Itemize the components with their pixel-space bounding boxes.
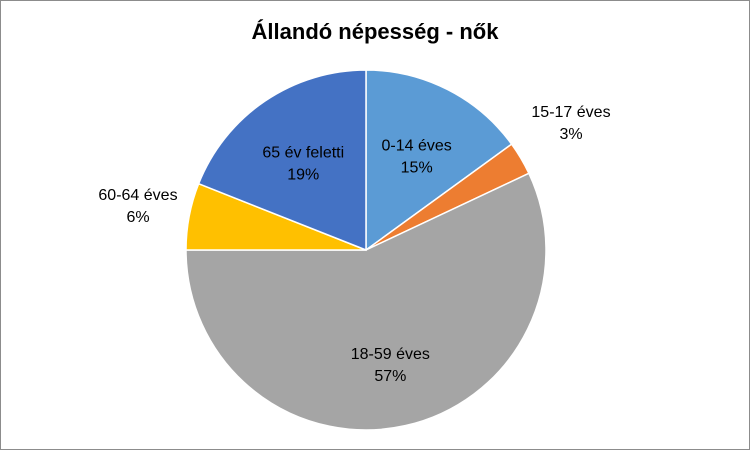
slice-value-label: 3% (559, 126, 582, 143)
slice-category-label: 0-14 éves (382, 138, 452, 155)
slice-value-label: 15% (401, 160, 433, 177)
slice-category-label: 18-59 éves (351, 346, 430, 363)
slice-value-label: 6% (126, 209, 149, 226)
chart-title: Állandó népesség - nők (251, 19, 499, 44)
slice-value-label: 57% (374, 368, 406, 385)
slice-value-label: 19% (287, 167, 319, 184)
slice-category-label: 15-17 éves (531, 104, 610, 121)
slice-category-label: 60-64 éves (98, 187, 177, 204)
pie-slice (197, 69, 367, 252)
pie-slice (185, 172, 547, 431)
pie-slice (365, 69, 513, 252)
slice-category-label: 65 év feletti (262, 145, 344, 162)
